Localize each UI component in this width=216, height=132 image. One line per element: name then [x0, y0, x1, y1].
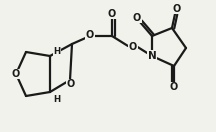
Text: H: H	[53, 95, 60, 103]
Text: O: O	[170, 82, 178, 92]
Text: O: O	[108, 9, 116, 19]
Text: O: O	[133, 13, 141, 23]
Text: H: H	[53, 46, 60, 55]
Text: O: O	[12, 69, 20, 79]
Text: O: O	[129, 42, 137, 52]
Text: O: O	[67, 79, 75, 89]
Text: O: O	[173, 4, 181, 14]
Text: N: N	[148, 51, 156, 61]
Text: O: O	[86, 30, 94, 40]
